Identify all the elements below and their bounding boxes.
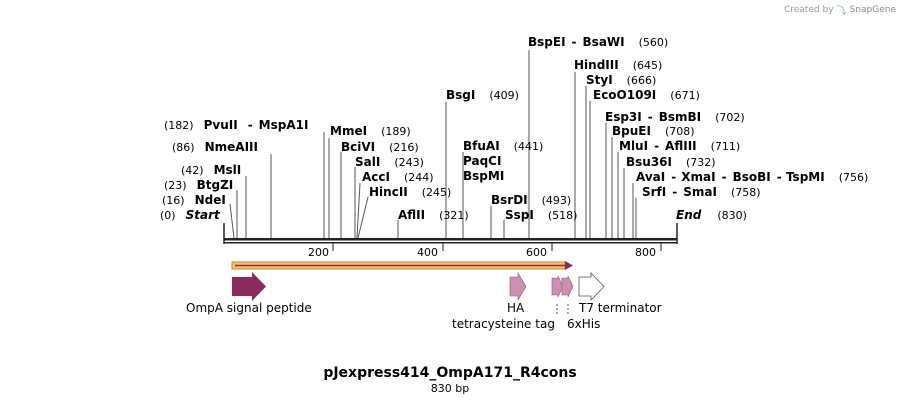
site-label: BsrDI (493) — [491, 193, 571, 207]
site-label: BciVI (216) — [341, 140, 419, 154]
site-label: MmeI (189) — [330, 124, 411, 138]
feature-tetracysteine-tag[interactable] — [551, 275, 564, 298]
sequence-map: BspEI - BsaWI (560) HindIII (645) StyI (666) … — [160, 35, 868, 331]
site-label: BspMI — [463, 169, 504, 183]
feature-label: T7 terminator — [578, 301, 662, 315]
site-label: HincII (245) — [369, 185, 451, 199]
ruler-tick-label: 200 — [308, 246, 329, 259]
ruler-tick-label: 400 — [417, 246, 438, 259]
credit-prefix: Created by — [784, 4, 834, 15]
site-label: (42) MslI — [181, 163, 241, 177]
feature-label: OmpA signal peptide — [186, 301, 312, 315]
snapgene-logo-icon: ⤵ — [836, 6, 847, 17]
site-label: (182) PvuII - MspA1I — [164, 118, 308, 132]
leader-line — [356, 182, 361, 239]
orf-arrow[interactable] — [231, 261, 573, 270]
site-label: PaqCI — [463, 154, 501, 168]
feature-ompa-signal-peptide[interactable] — [232, 272, 266, 301]
site-label: SalI (243) — [355, 155, 424, 169]
site-label: MluI - AflIII (711) — [619, 139, 740, 153]
site-label: SspI (518) — [505, 208, 577, 222]
site-label: (0) Start — [160, 208, 221, 222]
site-leader-lines — [229, 50, 637, 239]
site-label: Bsu36I (732) — [626, 155, 716, 169]
site-label: AflII (321) — [398, 208, 469, 222]
feature-label: tetracysteine tag — [452, 317, 555, 331]
site-label: BpuEI (708) — [612, 124, 695, 138]
feature-t7-terminator[interactable] — [578, 272, 605, 301]
ruler-tick-label: 800 — [635, 246, 656, 259]
site-label: BfuAI (441) — [463, 139, 543, 153]
site-label: End (830) — [676, 208, 747, 222]
site-label: AvaI - XmaI - BsoBI - TspMI (756) — [636, 170, 868, 184]
site-label: (16) NdeI — [162, 193, 226, 207]
feature-ha[interactable] — [509, 271, 527, 302]
leader-line — [357, 196, 369, 239]
orf-arrowhead — [565, 261, 573, 270]
site-label: BsgI (409) — [446, 88, 519, 102]
site-label: AccI (244) — [362, 170, 434, 184]
site-label: HindIII (645) — [574, 58, 662, 72]
feature-label: 6xHis — [567, 317, 600, 331]
feature-6xhis[interactable] — [561, 275, 574, 298]
sequence-backbone-top — [224, 238, 677, 241]
credit-brand: SnapGene — [849, 4, 896, 15]
ruler: 200 400 600 800 — [308, 243, 662, 259]
ruler-tick-label: 600 — [526, 246, 547, 259]
sequence-name: pJexpress414_OmpA171_R4cons — [323, 365, 577, 381]
map-title-block: pJexpress414_OmpA171_R4cons 830 bp — [0, 365, 900, 395]
site-label: SrfI - SmaI (758) — [642, 185, 761, 199]
site-label: EcoO109I (671) — [593, 88, 700, 102]
site-label: StyI (666) — [586, 73, 656, 87]
sequence-backbone-bottom — [224, 242, 677, 244]
snapgene-credit: Created by ⤵ SnapGene — [784, 2, 896, 18]
leader-line — [229, 203, 235, 239]
site-label: (23) BtgZI — [164, 178, 233, 192]
site-label: BspEI - BsaWI (560) — [528, 35, 668, 49]
feature-label: HA — [507, 301, 525, 315]
sequence-length: 830 bp — [430, 382, 470, 395]
site-label: Esp3I - BsmBI (702) — [605, 110, 745, 124]
site-label: (86) NmeAIII — [172, 140, 258, 154]
